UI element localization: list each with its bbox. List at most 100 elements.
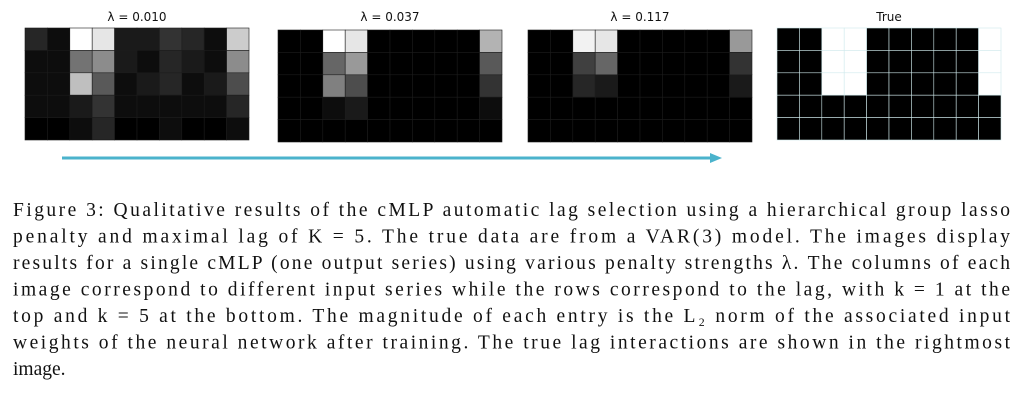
heatmap-cell	[277, 29, 301, 53]
heatmap-cell	[456, 52, 480, 76]
heatmap-cell	[933, 94, 957, 118]
heatmap-cell	[799, 94, 823, 118]
heatmap-cell	[181, 27, 205, 51]
heatmap-cell	[203, 94, 227, 118]
heatmap-cell	[684, 74, 708, 98]
heatmap-cell	[434, 74, 458, 98]
heatmap-cell	[911, 94, 935, 118]
heatmap-cell	[594, 74, 618, 98]
heatmap-cell	[91, 117, 115, 141]
heatmap-cell	[550, 74, 574, 98]
heatmap-cell	[933, 27, 957, 51]
heatmap-cell	[159, 50, 183, 74]
heatmap-cell	[843, 117, 867, 141]
heatmap-cell	[821, 72, 845, 96]
heatmap-cell	[617, 119, 641, 143]
heatmap-cell	[300, 74, 324, 98]
heatmap-cell	[706, 96, 730, 120]
caption-line: top and k = 5 at the bottom. The magnitu…	[13, 306, 1011, 327]
heatmap-cell	[277, 119, 301, 143]
heatmap-cell	[955, 27, 979, 51]
heatmap-cell	[136, 72, 160, 96]
heatmap-cell	[47, 27, 71, 51]
heatmap-cell	[617, 96, 641, 120]
heatmap-cell	[866, 50, 890, 74]
heatmap-cell	[843, 72, 867, 96]
heatmap-cell	[389, 96, 413, 120]
heatmap-cell	[933, 72, 957, 96]
heatmap-cell	[799, 117, 823, 141]
heatmap-cell	[594, 52, 618, 76]
heatmap-cell	[479, 119, 503, 143]
heatmap-cell	[662, 119, 686, 143]
heatmap-cell	[776, 27, 800, 51]
heatmap-cell	[527, 52, 551, 76]
caption-line: results for a single cMLP (one output se…	[13, 253, 1010, 274]
heatmap-cell	[843, 27, 867, 51]
heatmap-cell	[729, 74, 753, 98]
heatmap-cell	[300, 119, 324, 143]
heatmap-cell	[226, 72, 250, 96]
heatmap-cell	[367, 29, 391, 53]
heatmap-cell	[159, 117, 183, 141]
heatmap-cell	[617, 74, 641, 98]
caption-line: image correspond to different input seri…	[13, 280, 1010, 301]
heatmap-cell	[617, 29, 641, 53]
heatmap-cell	[367, 119, 391, 143]
heatmap-cell	[479, 29, 503, 53]
heatmap-cell	[662, 52, 686, 76]
heatmap-cell	[277, 74, 301, 98]
heatmap-cell	[911, 117, 935, 141]
heatmap-cell	[479, 96, 503, 120]
heatmap-cell	[389, 29, 413, 53]
heatmap-cell	[978, 72, 1002, 96]
heatmap-cell	[434, 96, 458, 120]
heatmap-cell	[550, 29, 574, 53]
heatmap-cell	[955, 94, 979, 118]
heatmap-cell	[776, 117, 800, 141]
heatmap-cell	[572, 52, 596, 76]
heatmap-cell	[69, 72, 93, 96]
heatmap-cell	[367, 96, 391, 120]
arrow-head	[710, 153, 722, 163]
heatmap-cell	[159, 72, 183, 96]
heatmap-cell	[367, 74, 391, 98]
heatmap-cell	[572, 74, 596, 98]
heatmap-cell	[639, 96, 663, 120]
heatmap-cell	[300, 29, 324, 53]
heatmap-cell	[389, 74, 413, 98]
heatmap-cell	[799, 27, 823, 51]
heatmap-cell	[888, 50, 912, 74]
heatmap-cell	[955, 50, 979, 74]
heatmap-cell	[159, 94, 183, 118]
heatmap-cell	[434, 29, 458, 53]
heatmap-cell	[955, 117, 979, 141]
heatmap-cell	[24, 94, 48, 118]
heatmap-cell	[159, 27, 183, 51]
heatmap-cell	[203, 27, 227, 51]
heatmap-cell	[978, 94, 1002, 118]
heatmap-cell	[412, 52, 436, 76]
heatmap-cell	[203, 50, 227, 74]
heatmap-cell	[344, 29, 368, 53]
heatmap-cell	[181, 94, 205, 118]
heatmap-cell	[729, 52, 753, 76]
heatmap-cell	[594, 96, 618, 120]
heatmap-cell	[203, 72, 227, 96]
heatmap-cell	[639, 29, 663, 53]
heatmap-cell	[550, 96, 574, 120]
heatmap-cell	[799, 50, 823, 74]
heatmap-cell	[843, 94, 867, 118]
heatmap-cell	[479, 74, 503, 98]
heatmap-cell	[933, 117, 957, 141]
heatmap-cell	[933, 50, 957, 74]
heatmap-cell	[344, 74, 368, 98]
heatmap-cell	[888, 27, 912, 51]
heatmap-cell	[662, 29, 686, 53]
heatmap-cell	[69, 50, 93, 74]
heatmap-cell	[277, 52, 301, 76]
panel-title: True	[875, 10, 902, 24]
heatmap-cell	[181, 50, 205, 74]
heatmap-cell	[639, 119, 663, 143]
heatmap-cell	[47, 94, 71, 118]
